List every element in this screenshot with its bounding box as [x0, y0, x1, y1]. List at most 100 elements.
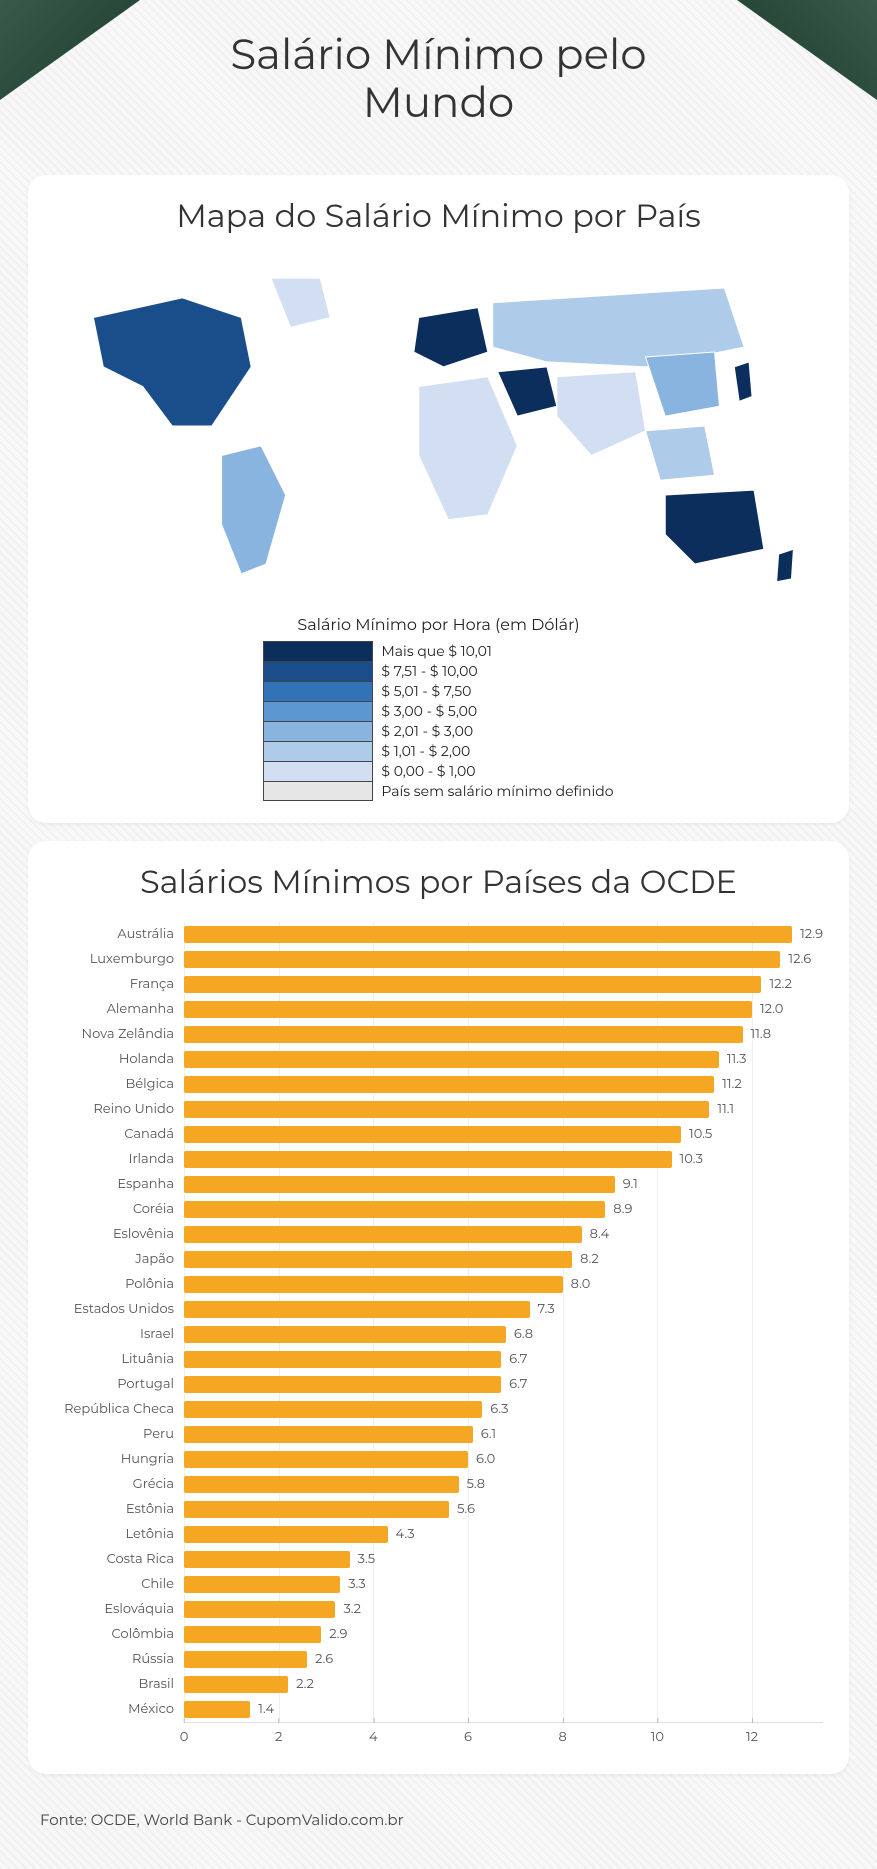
bar-country-label: Polônia: [54, 1276, 184, 1292]
legend-row: $ 7,51 - $ 10,00: [263, 661, 613, 681]
bar-fill: [184, 1276, 563, 1293]
bar-value-label: 8.4: [582, 1226, 610, 1242]
bar-fill: [184, 1076, 714, 1093]
bar-fill: [184, 1626, 321, 1643]
bar-value-label: 6.8: [506, 1326, 533, 1342]
map-region-north-america: [93, 297, 251, 425]
bar-track: 6.7: [184, 1347, 823, 1372]
legend-row: Mais que $ 10,01: [263, 641, 613, 661]
map-region-greenland: [271, 278, 330, 327]
x-axis-tick: 0: [180, 1723, 189, 1745]
bar-value-label: 11.8: [743, 1026, 772, 1042]
map-region-south-asia: [557, 371, 646, 455]
bar-row: Rússia2.6: [54, 1647, 823, 1672]
bar-track: 12.9: [184, 922, 823, 947]
bar-track: 12.0: [184, 997, 823, 1022]
bar-row: Coréia8.9: [54, 1197, 823, 1222]
bar-fill: [184, 1151, 672, 1168]
legend-label: $ 1,01 - $ 2,00: [373, 742, 470, 760]
bar-value-label: 12.0: [752, 1001, 783, 1017]
bar-country-label: Lituânia: [54, 1351, 184, 1367]
bar-track: 10.5: [184, 1122, 823, 1147]
bar-row: Eslovênia 8.4: [54, 1222, 823, 1247]
bar-row: França12.2: [54, 972, 823, 997]
bar-track: 8.4: [184, 1222, 823, 1247]
bar-fill: [184, 1376, 501, 1393]
bar-value-label: 9.1: [615, 1176, 638, 1192]
bar-track: 11.2: [184, 1072, 823, 1097]
source-text: Fonte: OCDE, World Bank - CupomValido.co…: [0, 1792, 877, 1839]
bar-track: 6.3: [184, 1397, 823, 1422]
bar-country-label: Japão: [54, 1251, 184, 1267]
bar-row: Brasil2.2: [54, 1672, 823, 1697]
legend-rows: Mais que $ 10,01$ 7,51 - $ 10,00$ 5,01 -…: [263, 641, 613, 801]
bar-chart-area: Austrália12.9Luxemburgo12.6França12.2Ale…: [54, 922, 823, 1752]
bar-value-label: 2.6: [307, 1651, 333, 1667]
x-axis: 024681012: [184, 1722, 823, 1752]
bar-fill: [184, 1676, 288, 1693]
legend-row: $ 2,01 - $ 3,00: [263, 721, 613, 741]
bar-row: Alemanha12.0: [54, 997, 823, 1022]
bar-track: 6.0: [184, 1447, 823, 1472]
map-legend: Salário Mínimo por Hora (em Dólár) Mais …: [54, 616, 823, 801]
header: Salário Mínimo pelo Mundo: [0, 0, 877, 157]
bar-value-label: 6.1: [473, 1426, 496, 1442]
bar-fill: [184, 1501, 449, 1518]
bar-row: Chile3.3: [54, 1572, 823, 1597]
bar-track: 2.2: [184, 1672, 823, 1697]
bar-fill: [184, 1426, 473, 1443]
bar-value-label: 6.0: [468, 1451, 495, 1467]
bar-row: Grécia5.8: [54, 1472, 823, 1497]
map-card: Mapa do Salário Mínimo por País Salário …: [28, 175, 849, 823]
bar-row: Bélgica11.2: [54, 1072, 823, 1097]
bar-country-label: Grécia: [54, 1476, 184, 1492]
bar-track: 12.2: [184, 972, 823, 997]
bar-track: 6.7: [184, 1372, 823, 1397]
bar-fill: [184, 1701, 250, 1718]
bar-chart-title: Salários Mínimos por Países da OCDE: [54, 863, 823, 902]
bar-value-label: 4.3: [388, 1526, 415, 1542]
bar-fill: [184, 1601, 335, 1618]
bar-value-label: 12.6: [780, 951, 811, 967]
map-region-japan: [734, 362, 752, 401]
legend-label: $ 5,01 - $ 7,50: [373, 682, 471, 700]
bar-track: 12.6: [184, 947, 823, 972]
bar-fill: [184, 1126, 681, 1143]
bar-country-label: Coréia: [54, 1201, 184, 1217]
bar-country-label: Peru: [54, 1426, 184, 1442]
x-axis-tick: 12: [746, 1723, 758, 1745]
bar-track: 3.2: [184, 1597, 823, 1622]
legend-swatch: [263, 781, 373, 801]
bar-country-label: Irlanda: [54, 1151, 184, 1167]
bar-row: Peru 6.1: [54, 1422, 823, 1447]
bar-country-label: Eslovênia: [54, 1226, 184, 1242]
bar-track: 8.9: [184, 1197, 823, 1222]
legend-swatch: [263, 761, 373, 781]
bar-track: 9.1: [184, 1172, 823, 1197]
bar-fill: [184, 1576, 340, 1593]
bar-row: Irlanda10.3: [54, 1147, 823, 1172]
bar-value-label: 10.5: [681, 1126, 712, 1142]
bar-value-label: 5.6: [449, 1501, 475, 1517]
bar-value-label: 3.2: [335, 1601, 361, 1617]
bar-track: 1.4: [184, 1697, 823, 1722]
bar-track: 10.3: [184, 1147, 823, 1172]
bar-fill: [184, 976, 761, 993]
x-axis-tick: 8: [559, 1723, 567, 1745]
map-region-africa: [419, 376, 518, 519]
legend-row: País sem salário mínimo definido: [263, 781, 613, 801]
bar-row: Reino Unido11.1: [54, 1097, 823, 1122]
bar-value-label: 11.1: [709, 1101, 734, 1117]
x-axis-tick: 4: [369, 1723, 378, 1745]
bar-country-label: Bélgica: [54, 1076, 184, 1092]
bar-row: Luxemburgo12.6: [54, 947, 823, 972]
bar-value-label: 6.7: [501, 1351, 527, 1367]
bar-fill: [184, 1026, 743, 1043]
bar-value-label: 11.3: [719, 1051, 747, 1067]
bar-value-label: 6.3: [482, 1401, 508, 1417]
legend-swatch: [263, 641, 373, 661]
bar-country-label: Brasil: [54, 1676, 184, 1692]
bar-fill: [184, 1651, 307, 1668]
bar-fill: [184, 1176, 615, 1193]
map-region-australia: [665, 490, 764, 564]
